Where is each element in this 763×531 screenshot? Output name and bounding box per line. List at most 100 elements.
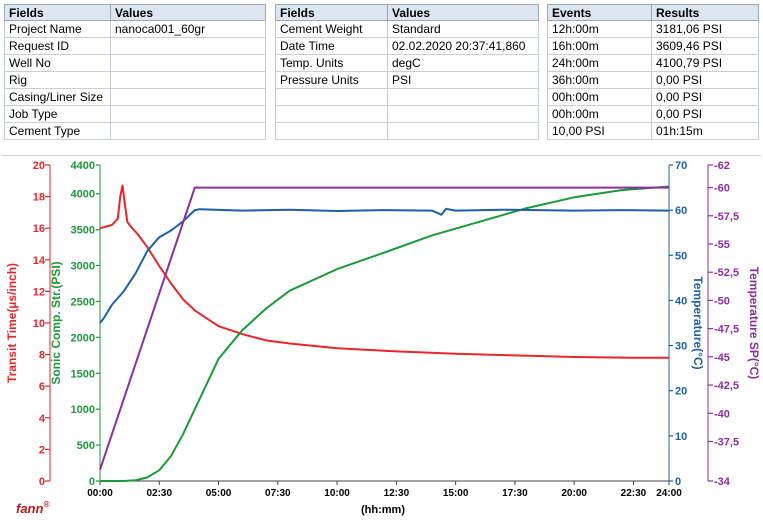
table-row: 00h:00m 0,00 PSI — [547, 88, 759, 106]
table-row: Cement Weight Standard — [275, 20, 539, 38]
event-value-cell: 01h:15m — [651, 122, 759, 140]
x-tick-label: 10:00 — [324, 488, 350, 499]
temperature-sp-line — [99, 186, 669, 471]
table-header-row: Fields Values — [275, 4, 539, 21]
transit-time-line — [99, 184, 669, 359]
temperature-tick-label: 30 — [675, 341, 687, 353]
table-row: Well No — [4, 54, 266, 72]
x-tick-label: 20:00 — [561, 488, 587, 499]
field-key-cell: Request ID — [4, 37, 111, 55]
temperature-sp-tick-label: -55 — [714, 239, 730, 251]
fann-logo: fann® — [16, 500, 49, 516]
field-value-cell: degC — [387, 54, 539, 72]
chart-panel: 00:00 02:30 05:00 07:30 10:00 12:30 15:00 17:30… — [2, 155, 761, 526]
x-tick-label: 07:30 — [265, 488, 291, 499]
transit-time-tick-label: 6 — [39, 381, 45, 393]
x-tick-label: 24:00 — [656, 488, 682, 499]
ultrasonic-cement-chart: 00:00 02:30 05:00 07:30 10:00 12:30 15:00 17:30… — [5, 160, 761, 516]
sonic-strength-tick-label: 3500 — [71, 225, 95, 237]
x-tick-label: 05:00 — [206, 488, 232, 499]
temperature-tick-label: 10 — [675, 431, 687, 443]
sonic-strength-axis-title: Sonic Comp. Str.(PSI) — [49, 261, 63, 384]
field-key-cell: Date Time — [275, 37, 388, 55]
table-row: Casing/Liner Size — [4, 88, 266, 106]
header-values: Values — [387, 4, 539, 21]
sonic-strength-tick-label: 0 — [89, 476, 95, 488]
transit-time-tick-label: 20 — [33, 160, 45, 172]
field-key-cell — [275, 122, 388, 140]
transit-time-tick-label: 0 — [39, 476, 45, 488]
sonic-strength-tick-label: 2500 — [71, 296, 95, 308]
table-row: Project Name nanoca001_60gr — [4, 20, 266, 38]
table-row — [275, 122, 539, 140]
temperature-sp-tick-label: -42,5 — [714, 380, 739, 392]
temperature-tick-label: 70 — [675, 160, 687, 172]
table-body: Project Name nanoca001_60gr Request ID Well… — [4, 20, 266, 140]
transit-time-tick-label: 2 — [39, 444, 45, 456]
fields-table-settings: Fields Values Cement Weight Standard Date … — [275, 4, 539, 140]
sonic-strength-tick-label: 4000 — [71, 189, 95, 201]
table-row: 12h:00m 3181,06 PSI — [547, 20, 759, 38]
table-row: Job Type — [4, 105, 266, 123]
header-fields: Fields — [275, 4, 388, 21]
field-value-cell: Standard — [387, 20, 539, 38]
transit-time-tick-label: 14 — [33, 255, 46, 267]
table-row: Pressure Units PSI — [275, 71, 539, 89]
event-value-cell: 3181,06 PSI — [651, 20, 759, 38]
sonic-strength-tick-label: 1000 — [71, 404, 95, 416]
transit-time-tick-label: 12 — [33, 286, 45, 298]
table-row: Request ID — [4, 37, 266, 55]
events-table: Events Results 12h:00m 3181,06 PSI 16h:00m… — [547, 4, 759, 140]
field-value-cell — [110, 37, 266, 55]
sonic-strength-tick-label: 3000 — [71, 261, 95, 273]
table-row: 36h:00m 0,00 PSI — [547, 71, 759, 89]
table-row: 24h:00m 4100,79 PSI — [547, 54, 759, 72]
x-tick-label: 00:00 — [87, 488, 113, 499]
transit-time-tick-label: 4 — [39, 413, 46, 425]
transit-time-tick-label: 8 — [39, 350, 45, 362]
temperature-sp-tick-label: -45 — [714, 352, 730, 364]
temperature-sp-tick-label: -40 — [714, 408, 730, 420]
field-value-cell: nanoca001_60gr — [110, 20, 266, 38]
field-key-cell: Well No — [4, 54, 111, 72]
temperature-line — [99, 207, 670, 324]
table-row: 16h:00m 3609,46 PSI — [547, 37, 759, 55]
temperature-sp-tick-label: -62 — [714, 160, 730, 172]
table-body: Cement Weight Standard Date Time 02.02.2020… — [275, 20, 539, 140]
temperature-sp-tick-label: -37,5 — [714, 437, 739, 449]
table-row: Temp. Units degC — [275, 54, 539, 72]
header-values: Values — [110, 4, 266, 21]
x-tick-label: 17:30 — [502, 488, 528, 499]
field-key-cell: Cement Weight — [275, 20, 388, 38]
field-value-cell — [110, 71, 266, 89]
event-key-cell: 00h:00m — [547, 105, 652, 123]
temperature-sp-tick-label: -50 — [714, 295, 730, 307]
event-key-cell: 12h:00m — [547, 20, 652, 38]
temperature-sp-tick-label: -60 — [714, 183, 730, 195]
field-value-cell — [387, 105, 539, 123]
fields-table-project: Fields Values Project Name nanoca001_60gr… — [4, 4, 266, 140]
event-value-cell: 0,00 PSI — [651, 71, 759, 89]
transit-time-tick-label: 18 — [33, 192, 45, 204]
field-value-cell: PSI — [387, 71, 539, 89]
event-value-cell: 0,00 PSI — [651, 105, 759, 123]
field-value-cell — [387, 122, 539, 140]
field-key-cell: Job Type — [4, 105, 111, 123]
sonic-strength-tick-label: 2000 — [71, 332, 95, 344]
event-value-cell: 4100,79 PSI — [651, 54, 759, 72]
field-key-cell: Cement Type — [4, 122, 111, 140]
temperature-tick-label: 50 — [675, 250, 687, 262]
table-body: 12h:00m 3181,06 PSI 16h:00m 3609,46 PSI 24h:… — [547, 20, 759, 140]
temperature-sp-tick-label: -57,5 — [714, 211, 739, 223]
event-key-cell: 10,00 PSI — [547, 122, 652, 140]
field-key-cell: Casing/Liner Size — [4, 88, 111, 106]
field-key-cell — [275, 105, 388, 123]
table-row: Rig — [4, 71, 266, 89]
transit-time-tick-label: 10 — [33, 318, 45, 330]
x-tick-label: 22:30 — [621, 488, 647, 499]
field-value-cell — [387, 88, 539, 106]
event-value-cell: 0,00 PSI — [651, 88, 759, 106]
x-tick-label: 12:30 — [384, 488, 410, 499]
table-row: Date Time 02.02.2020 20:37:41,860 — [275, 37, 539, 55]
header-events: Events — [547, 4, 652, 21]
